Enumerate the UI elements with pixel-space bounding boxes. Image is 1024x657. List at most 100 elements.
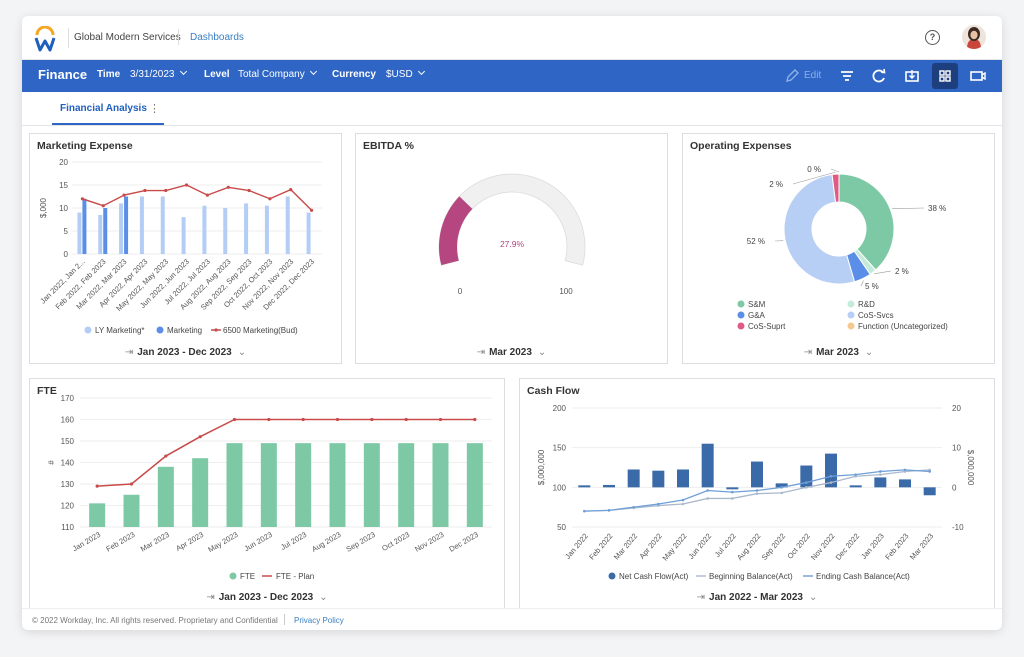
avatar[interactable] bbox=[962, 25, 986, 49]
beginning-balance-line-point bbox=[829, 481, 833, 484]
bar-fte bbox=[226, 443, 243, 527]
filter-icon[interactable] bbox=[837, 66, 857, 86]
bar-marketing bbox=[103, 208, 108, 254]
ending-balance-line-point bbox=[879, 470, 882, 473]
legend-swatch bbox=[608, 572, 616, 580]
legend-label: Function (Uncategorized) bbox=[858, 322, 948, 331]
ending-balance-line-point bbox=[706, 489, 709, 492]
bar-fte bbox=[157, 466, 174, 527]
x-tick-label: May 2023 bbox=[206, 530, 239, 554]
ending-balance-line-point bbox=[731, 490, 734, 494]
budget-point bbox=[101, 204, 105, 208]
legend-label: R&D bbox=[858, 300, 875, 309]
chevron-down-icon: ⌄ bbox=[319, 592, 328, 603]
date-range-selector[interactable]: ⇥ Mar 2023 ⌄ bbox=[683, 347, 994, 358]
privacy-policy-link[interactable]: Privacy Policy bbox=[294, 616, 344, 625]
help-icon[interactable]: ? bbox=[925, 30, 940, 45]
time-label: Time bbox=[97, 69, 121, 80]
chevron-down-icon: ⌄ bbox=[808, 592, 818, 603]
y-tick-label: 150 bbox=[61, 437, 75, 446]
slice-value-label: 2 % bbox=[895, 267, 909, 276]
gauge-value-arc bbox=[439, 196, 473, 266]
legend-label: Net Cash Flow(Act) bbox=[619, 572, 689, 581]
beginning-balance-line-point bbox=[805, 486, 808, 489]
beginning-balance-line-point bbox=[780, 491, 783, 495]
bar-fte bbox=[260, 443, 277, 527]
slice-value-label: 0 % bbox=[807, 165, 821, 174]
y-tick-label: 0 bbox=[64, 250, 69, 259]
donut-slice bbox=[783, 173, 856, 285]
edit-button[interactable]: Edit bbox=[804, 70, 822, 81]
date-range-selector[interactable]: ⇥ Mar 2023 ⌄ bbox=[356, 347, 667, 358]
bar-fte bbox=[89, 503, 106, 527]
panel-title: Operating Expenses bbox=[690, 140, 792, 152]
app-window: Global Modern Services Dashboards ? Fina… bbox=[22, 16, 1002, 630]
workday-logo[interactable] bbox=[34, 26, 56, 52]
slice-leader-line bbox=[874, 270, 892, 275]
budget-point bbox=[164, 188, 168, 193]
bar-ly-marketing bbox=[244, 203, 249, 254]
budget-point bbox=[247, 188, 251, 193]
tab-financial-analysis[interactable]: Financial Analysis bbox=[60, 103, 147, 114]
y-axis-label: # bbox=[47, 460, 56, 465]
bar-marketing bbox=[124, 196, 129, 254]
chevron-down-icon bbox=[179, 67, 187, 76]
budget-point bbox=[289, 188, 293, 192]
more-icon[interactable]: ⋮ bbox=[149, 103, 160, 115]
dashboards-link[interactable]: Dashboards bbox=[190, 32, 244, 43]
bar-net-cash-flow bbox=[652, 470, 665, 488]
legend-label: G&A bbox=[748, 311, 766, 320]
bar-fte bbox=[363, 443, 380, 527]
bar-net-cash-flow bbox=[578, 485, 591, 488]
beginning-balance-line-point bbox=[706, 497, 709, 500]
presentation-icon[interactable] bbox=[968, 66, 988, 86]
export-icon[interactable] bbox=[902, 66, 922, 86]
top-header: Global Modern Services Dashboards ? bbox=[22, 16, 1002, 60]
slice-value-label: 38 % bbox=[928, 204, 946, 213]
date-range-selector[interactable]: ⇥ Jan 2023 - Dec 2023 ⌄ bbox=[30, 347, 341, 358]
time-select[interactable]: 3/31/2023 bbox=[130, 67, 187, 80]
y-tick-label: 15 bbox=[59, 181, 68, 190]
fte-plan-point bbox=[404, 417, 408, 422]
bar-ly-marketing bbox=[139, 196, 144, 254]
date-range: Jan 2022 - Mar 2023 bbox=[709, 592, 803, 603]
chevron-down-icon bbox=[417, 67, 425, 76]
bar-fte bbox=[295, 443, 312, 527]
slice-leader-line bbox=[830, 168, 840, 173]
range-icon: ⇥ bbox=[476, 347, 486, 358]
bar-fte bbox=[123, 494, 140, 527]
legend-label: Ending Cash Balance(Act) bbox=[816, 572, 910, 581]
ending-balance-line-point bbox=[657, 502, 660, 506]
beginning-balance-line-point bbox=[755, 492, 759, 495]
legend-label: FTE - Plan bbox=[276, 572, 314, 581]
slice-leader-line bbox=[892, 207, 925, 209]
refresh-icon[interactable] bbox=[869, 66, 889, 86]
org-name: Global Modern Services bbox=[74, 32, 181, 43]
range-icon: ⇥ bbox=[803, 347, 813, 358]
tab-strip: Financial Analysis ⋮ bbox=[22, 92, 1002, 126]
bar-fte bbox=[192, 458, 209, 527]
active-tab-indicator bbox=[52, 123, 164, 125]
x-tick-label: Dec 2023 bbox=[448, 530, 480, 554]
gauge-track bbox=[438, 173, 586, 266]
grid-icon bbox=[939, 70, 951, 82]
fte-plan-point bbox=[438, 417, 443, 422]
bar-net-cash-flow bbox=[923, 487, 936, 496]
grid-view-button[interactable] bbox=[932, 63, 958, 89]
fte-plan-point bbox=[95, 484, 99, 488]
level-select[interactable]: Total Company bbox=[238, 67, 317, 80]
bar-ly-marketing bbox=[77, 212, 82, 254]
budget-point bbox=[122, 193, 126, 197]
x-tick-label: Dec 2022 bbox=[834, 532, 862, 562]
date-range-selector[interactable]: ⇥ Jan 2023 - Dec 2023 ⌄ bbox=[30, 592, 504, 603]
fte-plan-point bbox=[198, 435, 202, 439]
date-range: Jan 2023 - Dec 2023 bbox=[137, 347, 232, 358]
bar-net-cash-flow bbox=[726, 487, 739, 490]
date-range-selector[interactable]: ⇥ Jan 2022 - Mar 2023 ⌄ bbox=[520, 592, 994, 603]
currency-select[interactable]: $USD bbox=[386, 67, 425, 80]
bar-ly-marketing bbox=[264, 205, 269, 254]
pencil-icon[interactable] bbox=[782, 66, 802, 86]
x-tick-label: Aug 2023 bbox=[310, 530, 342, 554]
